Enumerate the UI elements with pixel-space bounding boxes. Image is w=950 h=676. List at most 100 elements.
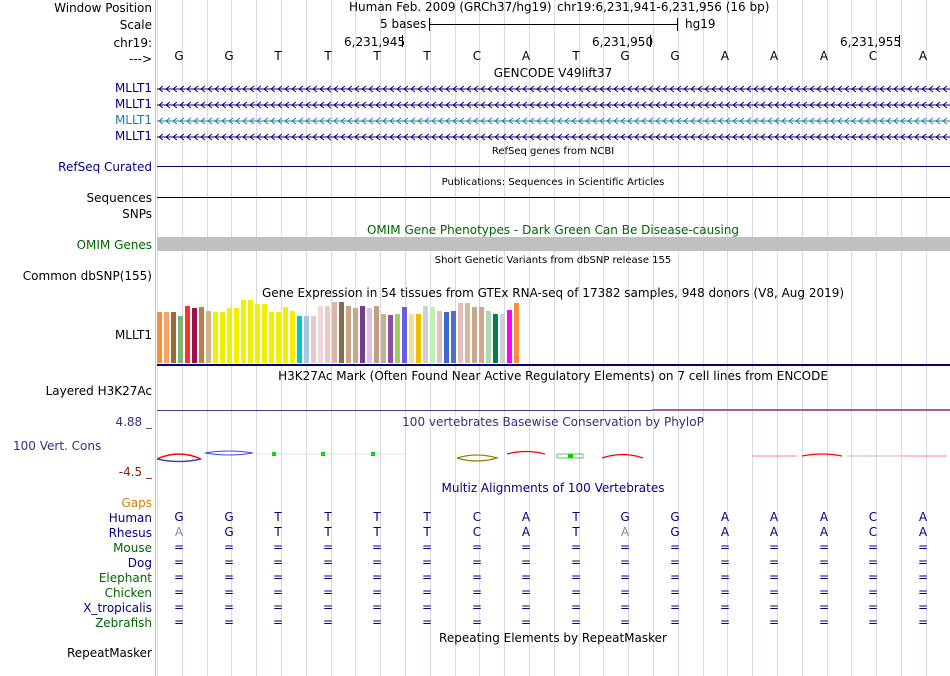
- multiz-species-label[interactable]: Chicken: [104, 586, 152, 600]
- gtex-tissue-bar[interactable]: [192, 308, 197, 363]
- gtex-tissue-bar[interactable]: [332, 302, 337, 363]
- base-letter[interactable]: G: [174, 49, 184, 63]
- multiz-species-label[interactable]: Rhesus: [108, 526, 152, 540]
- omim-track-title[interactable]: OMIM Gene Phenotypes - Dark Green Can Be…: [366, 223, 740, 237]
- gtex-tissue-bar[interactable]: [507, 310, 512, 363]
- gtex-tissue-bar[interactable]: [479, 307, 484, 363]
- gencode-transcript-label[interactable]: MLLT1: [114, 113, 152, 127]
- conservation-label[interactable]: 100 Vert. Cons: [13, 439, 102, 453]
- base-letter[interactable]: T: [572, 49, 580, 63]
- gtex-bar-chart[interactable]: [157, 298, 950, 363]
- repeatmasker-track-title[interactable]: Repeating Elements by RepeatMasker: [439, 631, 667, 645]
- omim-label[interactable]: OMIM Genes: [76, 238, 152, 252]
- gencode-transcript[interactable]: [157, 83, 950, 93]
- h3k27ac-label[interactable]: Layered H3K27Ac: [45, 384, 152, 398]
- refseq-intron-line[interactable]: [157, 166, 950, 167]
- dbsnp-track-title[interactable]: Short Genetic Variants from dbSNP releas…: [434, 255, 672, 266]
- gtex-tissue-bar[interactable]: [325, 306, 330, 363]
- base-letter[interactable]: T: [274, 49, 282, 63]
- base-letter[interactable]: A: [769, 49, 779, 63]
- h3k27ac-track-title[interactable]: H3K27Ac Mark (Often Found Near Active Re…: [278, 369, 828, 383]
- base-letter[interactable]: C: [472, 49, 482, 63]
- multiz-species-label[interactable]: Dog: [127, 556, 152, 570]
- publications-track-title[interactable]: Publications: Sequences in Scientific Ar…: [441, 177, 665, 188]
- gtex-tissue-bar[interactable]: [381, 314, 386, 363]
- gtex-tissue-bar[interactable]: [500, 314, 505, 363]
- conservation-track-title[interactable]: 100 vertebrates Basewise Conservation by…: [402, 415, 704, 429]
- base-letter[interactable]: A: [819, 49, 829, 63]
- gtex-tissue-bar[interactable]: [248, 300, 253, 363]
- dbsnp-label[interactable]: Common dbSNP(155): [22, 269, 152, 283]
- gencode-transcript[interactable]: [157, 99, 950, 109]
- gtex-tissue-bar[interactable]: [241, 300, 246, 363]
- gtex-tissue-bar[interactable]: [339, 302, 344, 363]
- gtex-tissue-bar[interactable]: [353, 308, 358, 363]
- base-letter[interactable]: C: [868, 49, 878, 63]
- gencode-transcript-label[interactable]: MLLT1: [114, 129, 152, 143]
- repeatmasker-label[interactable]: RepeatMasker: [66, 646, 152, 660]
- gtex-track-title[interactable]: Gene Expression in 54 tissues from GTEx …: [261, 286, 845, 300]
- gtex-tissue-bar[interactable]: [402, 307, 407, 363]
- gtex-tissue-bar[interactable]: [220, 312, 225, 363]
- gtex-tissue-bar[interactable]: [472, 307, 477, 363]
- gtex-tissue-bar[interactable]: [185, 306, 190, 363]
- gtex-tissue-bar[interactable]: [465, 303, 470, 363]
- gtex-tissue-bar[interactable]: [213, 312, 218, 363]
- gtex-tissue-bar[interactable]: [227, 308, 232, 363]
- conservation-plot[interactable]: [157, 445, 950, 465]
- multiz-species-label[interactable]: Zebrafish: [95, 616, 152, 630]
- gtex-tissue-bar[interactable]: [416, 314, 421, 363]
- gtex-tissue-bar[interactable]: [164, 312, 169, 363]
- gtex-tissue-bar[interactable]: [157, 312, 162, 363]
- gtex-tissue-bar[interactable]: [395, 314, 400, 363]
- base-letter[interactable]: T: [324, 49, 332, 63]
- gtex-tissue-bar[interactable]: [514, 303, 519, 363]
- publications-label[interactable]: Sequences: [86, 191, 152, 205]
- base-letter[interactable]: G: [670, 49, 680, 63]
- base-letter[interactable]: G: [224, 49, 234, 63]
- gtex-tissue-bar[interactable]: [206, 311, 211, 363]
- base-letter[interactable]: A: [521, 49, 531, 63]
- base-letter[interactable]: G: [620, 49, 630, 63]
- refseq-label[interactable]: RefSeq Curated: [58, 160, 152, 174]
- multiz-species-label[interactable]: Human: [108, 511, 152, 525]
- gtex-tissue-bar[interactable]: [437, 311, 442, 363]
- gtex-tissue-bar[interactable]: [234, 308, 239, 363]
- publications-line[interactable]: [157, 197, 950, 198]
- gtex-tissue-bar[interactable]: [493, 314, 498, 363]
- h3k27ac-signal[interactable]: [652, 409, 950, 411]
- gtex-tissue-bar[interactable]: [262, 304, 267, 363]
- gtex-tissue-bar[interactable]: [458, 303, 463, 363]
- gtex-tissue-bar[interactable]: [318, 306, 323, 363]
- gtex-tissue-bar[interactable]: [360, 306, 365, 363]
- gtex-tissue-bar[interactable]: [409, 314, 414, 363]
- multiz-track-title[interactable]: Multiz Alignments of 100 Vertebrates: [441, 481, 665, 495]
- gtex-tissue-bar[interactable]: [290, 311, 295, 363]
- gencode-transcript[interactable]: [157, 131, 950, 141]
- snps-label[interactable]: SNPs: [122, 207, 152, 221]
- gtex-tissue-bar[interactable]: [171, 312, 176, 363]
- base-letter[interactable]: T: [373, 49, 381, 63]
- gtex-tissue-bar[interactable]: [444, 312, 449, 363]
- gtex-tissue-bar[interactable]: [451, 311, 456, 363]
- gtex-tissue-bar[interactable]: [374, 306, 379, 363]
- gtex-tissue-bar[interactable]: [276, 312, 281, 363]
- base-letter[interactable]: T: [423, 49, 431, 63]
- gtex-tissue-bar[interactable]: [178, 316, 183, 363]
- multiz-species-label[interactable]: Mouse: [113, 541, 152, 555]
- gtex-tissue-bar[interactable]: [304, 316, 309, 363]
- multiz-species-label[interactable]: Elephant: [98, 571, 152, 585]
- gencode-transcript-label[interactable]: MLLT1: [114, 81, 152, 95]
- gtex-tissue-bar[interactable]: [283, 307, 288, 363]
- base-letter[interactable]: A: [720, 49, 730, 63]
- base-letter[interactable]: A: [918, 49, 928, 63]
- gencode-transcript-label[interactable]: MLLT1: [114, 97, 152, 111]
- gtex-tissue-bar[interactable]: [423, 306, 428, 363]
- multiz-species-label[interactable]: X_tropicalis: [83, 601, 152, 615]
- gtex-tissue-bar[interactable]: [199, 307, 204, 363]
- gtex-tissue-bar[interactable]: [486, 311, 491, 363]
- gtex-tissue-bar[interactable]: [255, 304, 260, 363]
- omim-gene-block[interactable]: [157, 237, 950, 251]
- gencode-transcript[interactable]: [157, 115, 950, 125]
- refseq-track-title[interactable]: RefSeq genes from NCBI: [491, 146, 615, 157]
